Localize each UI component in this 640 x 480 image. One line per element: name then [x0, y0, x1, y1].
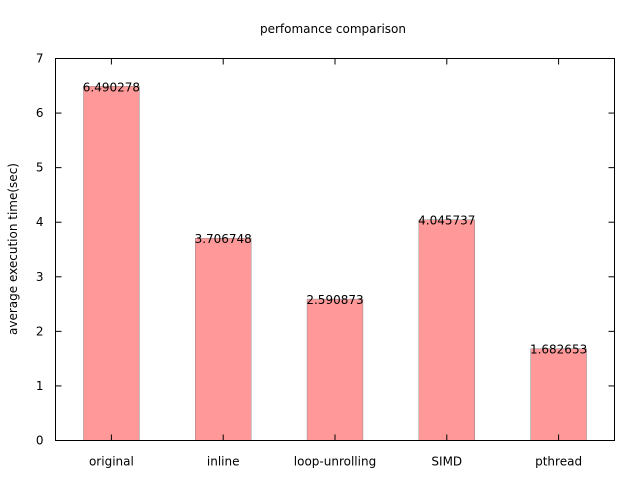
data-labels-group: 6.490278 3.706748 2.590873 4.045737 1.682653 — [83, 80, 587, 356]
x-tick-label-original: original — [89, 455, 134, 469]
y-tick-label-7: 7 — [36, 52, 44, 66]
x-axis: original inline loop-unrolling SIMD pthread — [89, 58, 582, 469]
bar-original — [83, 86, 140, 441]
data-label-original: 6.490278 — [83, 80, 140, 94]
x-tick-label-pthread: pthread — [535, 455, 582, 469]
y-tick-label-0: 0 — [36, 434, 44, 448]
data-label-loop-unrolling: 2.590873 — [306, 293, 363, 307]
x-tick-label-inline: inline — [207, 455, 240, 469]
y-axis-title: average execution time(sec) — [6, 163, 20, 335]
y-tick-label-2: 2 — [36, 324, 44, 338]
data-label-inline: 3.706748 — [195, 232, 252, 246]
bar-loop-unrolling — [306, 298, 364, 441]
bar-SIMD — [418, 219, 476, 441]
bar-pthread — [530, 348, 587, 441]
chart-title: perfomance comparison — [260, 22, 406, 36]
y-tick-label-4: 4 — [36, 215, 44, 229]
y-axis: 0 1 2 3 4 5 6 7 — [36, 52, 615, 448]
y-tick-label-5: 5 — [36, 161, 44, 175]
bars-group — [83, 86, 587, 441]
y-tick-label-3: 3 — [36, 270, 44, 284]
y-tick-label-1: 1 — [36, 379, 44, 393]
y-tick-label-6: 6 — [36, 106, 44, 120]
data-label-SIMD: 4.045737 — [418, 214, 475, 228]
x-tick-label-loop-unrolling: loop-unrolling — [294, 455, 376, 469]
bar-inline — [195, 237, 252, 441]
x-tick-label-SIMD: SIMD — [431, 455, 462, 469]
data-label-pthread: 1.682653 — [530, 343, 587, 357]
